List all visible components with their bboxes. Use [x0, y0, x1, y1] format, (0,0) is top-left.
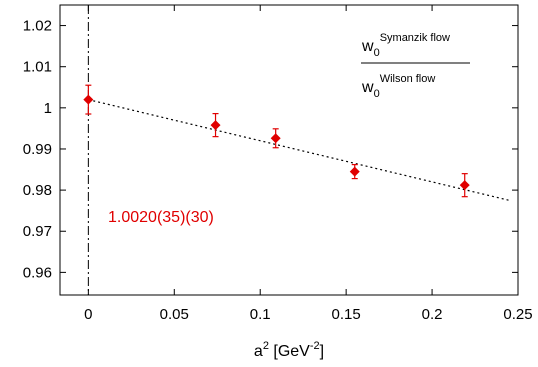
legend-numerator-sub: 0	[374, 47, 380, 59]
y-tick-label: 1	[44, 100, 52, 117]
x-tick-label: 0.2	[422, 306, 443, 323]
x-tick-label: 0.1	[250, 306, 271, 323]
y-tick-label: 1.02	[23, 18, 52, 35]
x-axis-label: a2 [GeV-2]	[254, 340, 324, 360]
x-label-base: a	[254, 343, 263, 360]
x-label-sup: 2	[263, 340, 269, 352]
legend-denominator: w0Wilson flow	[361, 73, 435, 100]
x-tick-label: 0.05	[160, 306, 189, 323]
x-label-unit-sup: -2	[310, 340, 320, 352]
legend-denominator-sup: Wilson flow	[380, 73, 436, 85]
legend-numerator-sup: Symanzik flow	[380, 32, 450, 44]
y-tick-label: 0.98	[23, 182, 52, 199]
plot-frame	[59, 4, 519, 296]
x-tick-label: 0.25	[503, 306, 532, 323]
fit-line	[88, 99, 510, 201]
x-label-unit: [GeV	[269, 343, 310, 360]
y-tick-label: 0.96	[23, 264, 52, 281]
x-tick-label: 0	[84, 306, 92, 323]
legend-numerator-base: w	[361, 38, 374, 55]
legend-denominator-sub: 0	[374, 88, 380, 100]
legend-denominator-base: w	[361, 79, 374, 96]
legend: w0Symanzik flow w0Wilson flow	[361, 32, 470, 100]
data-point	[210, 120, 221, 131]
legend-numerator: w0Symanzik flow	[361, 32, 450, 59]
data-point	[349, 166, 360, 177]
y-tick-label: 0.97	[23, 223, 52, 240]
y-tick-label: 0.99	[23, 141, 52, 158]
x-label-unit-close: ]	[320, 343, 324, 360]
extrapolation-annotation: 1.0020(35)(30)	[108, 209, 214, 226]
y-tick-label: 1.01	[23, 59, 52, 76]
data-point	[83, 94, 94, 105]
data-point	[459, 180, 470, 191]
data-point	[270, 133, 281, 144]
x-tick-label: 0.15	[332, 306, 361, 323]
